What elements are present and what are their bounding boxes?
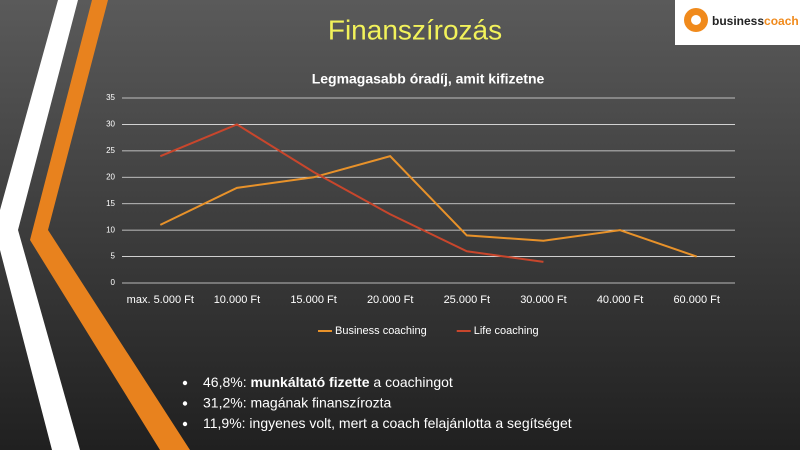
bullet-dot xyxy=(182,380,188,386)
stripe-orange xyxy=(30,0,190,450)
x-tick-label: max. 5.000 Ft xyxy=(127,294,194,306)
chart: 0 5 10 15 20 25 30 35 max. 5.000 Ft 10.000 Ft 15.0… xyxy=(106,93,735,337)
stripe-white xyxy=(0,0,80,450)
x-tick-label: 15.000 Ft xyxy=(290,294,336,306)
bullet-part: 46,8%: xyxy=(203,374,250,390)
logo-part: coach xyxy=(764,14,799,28)
logo-text: businesscoach xyxy=(712,14,799,28)
bullet-part: a coachingot xyxy=(370,374,453,390)
bullet-part: 11,9%: ingyenes volt, mert a coach felaj… xyxy=(203,415,572,431)
y-tick-label: 30 xyxy=(106,120,115,129)
x-tick-label: 60.000 Ft xyxy=(673,294,719,306)
series-line xyxy=(159,123,544,263)
bullet-text: 11,9%: ingyenes volt, mert a coach felaj… xyxy=(203,415,572,431)
y-tick-label: 10 xyxy=(106,225,115,234)
y-tick-label: 35 xyxy=(106,93,115,102)
bullet-part: munkáltató fizette xyxy=(250,374,369,390)
x-tick-label: 10.000 Ft xyxy=(214,294,260,306)
x-tick-label: 20.000 Ft xyxy=(367,294,413,306)
legend-label: Business coaching xyxy=(335,325,427,337)
bullet-text: 31,2%: magának finanszírozta xyxy=(203,394,392,410)
y-tick-label: 15 xyxy=(106,199,115,208)
bullet-part: 31,2%: magának finanszírozta xyxy=(203,394,392,410)
logo-center xyxy=(691,15,701,25)
bullet-dot xyxy=(182,421,188,427)
x-tick-label: 25.000 Ft xyxy=(444,294,490,306)
x-tick-label: 40.000 Ft xyxy=(597,294,643,306)
series-line xyxy=(159,155,698,258)
bullets: 46,8%: munkáltató fizette a coachingot 31… xyxy=(182,374,572,431)
slide-title: Finanszírozás xyxy=(328,14,502,45)
x-tick-label: 30.000 Ft xyxy=(520,294,566,306)
legend-label: Life coaching xyxy=(474,325,539,337)
bullet-text: 46,8%: munkáltató fizette a coachingot xyxy=(203,374,453,390)
logo: businesscoach xyxy=(675,0,800,45)
chart-title: Legmagasabb óradíj, amit kifizetne xyxy=(312,71,545,87)
y-tick-label: 20 xyxy=(106,172,115,181)
logo-part: business xyxy=(712,14,764,28)
y-tick-label: 5 xyxy=(111,252,116,261)
y-tick-label: 25 xyxy=(106,146,115,155)
y-tick-label: 0 xyxy=(111,278,116,287)
bullet-dot xyxy=(182,401,188,406)
